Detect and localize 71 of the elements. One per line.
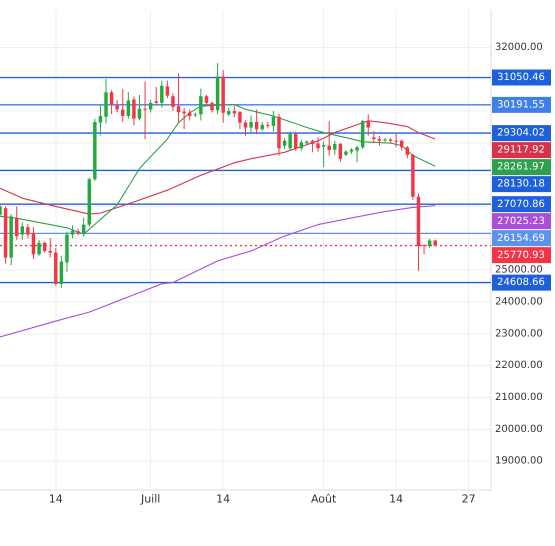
ref-line-label: 31050.46 xyxy=(497,72,545,84)
candlestick xyxy=(132,96,136,126)
candlestick xyxy=(338,142,342,162)
candlestick xyxy=(199,88,203,121)
candlestick xyxy=(15,206,18,240)
text: 27025.23 xyxy=(497,216,545,227)
candlestick xyxy=(143,80,147,140)
y-tick-label: 24000.00 xyxy=(495,296,543,308)
candlestick xyxy=(300,139,304,152)
candlestick xyxy=(322,141,326,168)
candlestick xyxy=(82,217,86,238)
x-tick-label: Août xyxy=(310,492,337,506)
x-tick-label: 14 xyxy=(389,492,404,506)
ref-line-label: 28130.18 xyxy=(497,178,545,190)
candlestick xyxy=(115,99,119,114)
candlestick xyxy=(154,86,158,106)
ref-line-label: 24608.66 xyxy=(497,277,545,288)
candlestick xyxy=(26,223,30,239)
candlestick xyxy=(282,137,286,150)
ref-line-label: 30191.55 xyxy=(497,99,545,110)
y-tick-label: 20000.00 xyxy=(495,424,543,435)
x-tick-label: 14 xyxy=(48,492,63,506)
candlestick xyxy=(316,136,320,152)
candlestick xyxy=(126,91,130,120)
ref-line-label: 27070.86 xyxy=(497,198,545,210)
y-tick-label: 21000.00 xyxy=(495,392,543,404)
ref-line-label: 29304.02 xyxy=(497,128,545,139)
candlestick xyxy=(121,88,124,123)
ref-line-label: 25770.93 xyxy=(497,250,545,261)
candlestick xyxy=(60,255,64,288)
candlestick xyxy=(366,114,370,136)
y-tick-label: 32000.00 xyxy=(495,42,543,53)
y-tick-label: 19000.00 xyxy=(495,456,543,467)
candlestick xyxy=(166,80,170,99)
candlestick xyxy=(333,140,337,156)
ref-line-label: 26154.69 xyxy=(497,232,545,244)
text: 29117.92 xyxy=(497,144,545,156)
candlestick xyxy=(204,94,208,107)
candlestick xyxy=(288,131,292,152)
candlestick xyxy=(176,72,180,124)
y-tick-label: 23000.00 xyxy=(495,328,543,340)
candlestick xyxy=(188,108,192,121)
candlestick xyxy=(148,99,152,114)
y-tick-label: 25000.00 xyxy=(495,264,543,276)
x-tick-label: Juill xyxy=(140,492,160,506)
candlestick xyxy=(394,132,398,148)
candlestick xyxy=(110,90,114,115)
candlestick xyxy=(400,139,404,152)
candlestick xyxy=(98,104,102,136)
candlestick xyxy=(182,107,186,130)
candlestick xyxy=(254,108,258,135)
text: 28261.97 xyxy=(497,162,545,173)
candlestick xyxy=(249,114,253,134)
candlestick xyxy=(70,225,74,239)
candlestick xyxy=(232,106,236,118)
y-tick-label: 22000.00 xyxy=(495,360,543,372)
candlestick xyxy=(272,110,276,132)
candlestick xyxy=(327,120,331,156)
candlestick xyxy=(406,145,410,159)
candlestick xyxy=(310,139,314,153)
x-tick-label: 27 xyxy=(462,492,476,506)
candlestick xyxy=(160,80,164,108)
x-tick-label: 14 xyxy=(216,492,230,506)
candlestick xyxy=(238,110,242,130)
candlestick xyxy=(20,222,24,240)
candlestick xyxy=(294,131,298,152)
candlestick xyxy=(171,92,175,112)
candlestick xyxy=(355,145,359,163)
candlestick xyxy=(210,100,214,114)
candlestick xyxy=(37,239,41,256)
candlestick xyxy=(378,135,382,146)
